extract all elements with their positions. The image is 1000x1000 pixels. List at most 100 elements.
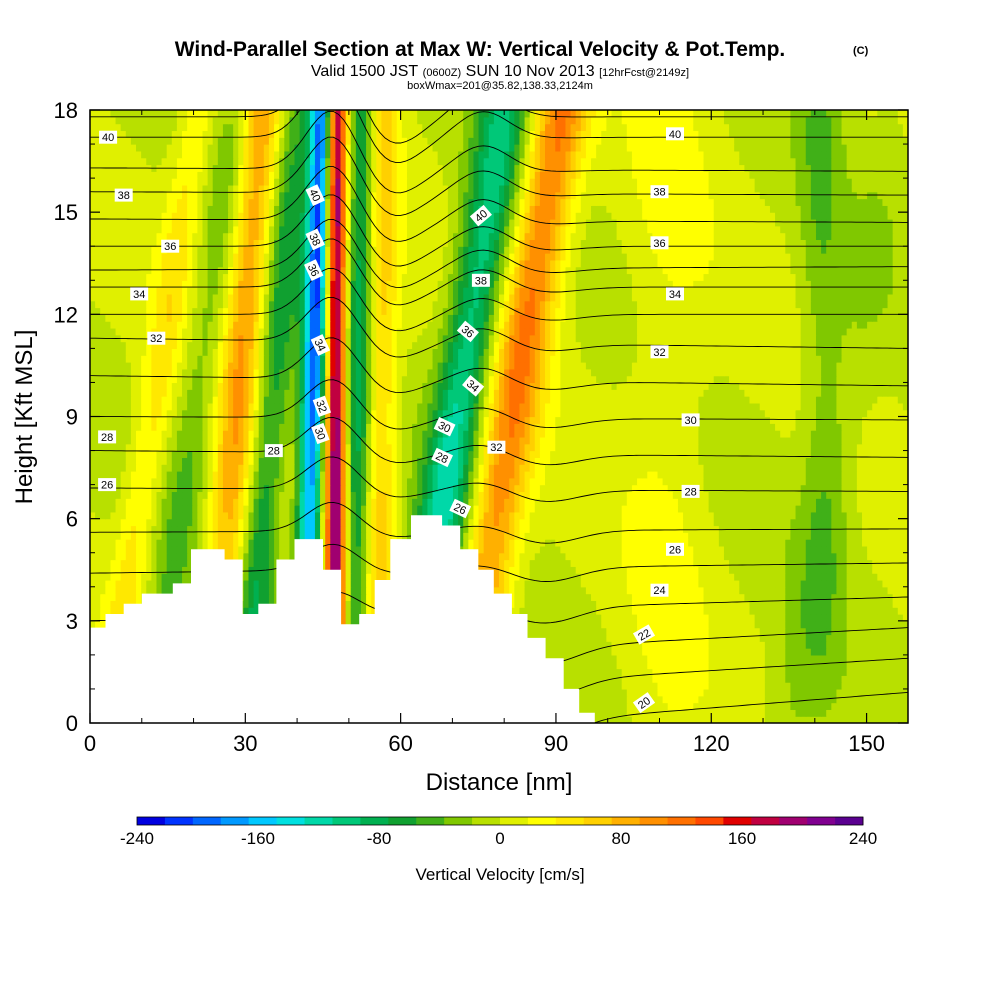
velocity-cell (677, 559, 684, 567)
velocity-cell (810, 566, 817, 574)
velocity-cell (892, 532, 899, 540)
velocity-cell (611, 614, 618, 622)
velocity-cell (810, 688, 817, 697)
velocity-cell (258, 539, 265, 547)
velocity-cell (550, 579, 556, 588)
velocity-cell (238, 525, 244, 533)
velocity-cell (166, 505, 173, 513)
velocity-cell (483, 525, 490, 533)
velocity-cell (739, 593, 745, 601)
velocity-cell (800, 682, 807, 690)
velocity-cell (887, 511, 894, 520)
velocity-cell (810, 716, 817, 723)
velocity-cell (360, 518, 367, 527)
velocity-cell (708, 600, 715, 608)
velocity-cell (841, 716, 848, 723)
velocity-cell (514, 586, 521, 595)
velocity-cell (350, 532, 357, 540)
velocity-cell (851, 668, 858, 676)
velocity-cell (458, 532, 464, 540)
velocity-cell (478, 539, 485, 547)
velocity-cell (550, 566, 556, 574)
velocity-cell (626, 668, 633, 676)
velocity-cell (810, 709, 817, 717)
velocity-cell (652, 702, 659, 710)
velocity-cell (545, 607, 551, 615)
velocity-cell (504, 559, 510, 567)
velocity-cell (780, 668, 786, 676)
velocity-cell (621, 648, 628, 656)
velocity-cell (130, 525, 137, 533)
velocity-cell (110, 511, 117, 520)
velocity-cell (248, 593, 255, 601)
velocity-cell (601, 627, 607, 636)
velocity-cell (759, 532, 766, 540)
velocity-cell (565, 600, 572, 608)
velocity-cell (452, 518, 459, 527)
velocity-cell (642, 552, 648, 561)
velocity-cell (243, 511, 250, 520)
velocity-cell (867, 716, 873, 723)
velocity-cell (100, 518, 106, 527)
velocity-cell (565, 518, 572, 527)
velocity-cell (478, 518, 485, 527)
velocity-cell (596, 634, 602, 642)
velocity-cell (545, 552, 551, 561)
velocity-cell (790, 641, 797, 649)
velocity-cell (800, 695, 807, 704)
velocity-cell (688, 648, 694, 656)
velocity-cell (836, 654, 843, 663)
velocity-cell (534, 627, 541, 636)
velocity-cell (570, 559, 577, 567)
velocity-cell (775, 620, 781, 629)
velocity-cell (749, 586, 756, 595)
velocity-cell (125, 579, 132, 588)
velocity-cell (856, 661, 863, 670)
velocity-cell (197, 525, 204, 533)
velocity-cell (340, 579, 347, 588)
velocity-cell (713, 627, 720, 636)
velocity-cell (693, 614, 699, 622)
velocity-cell (764, 654, 771, 663)
velocity-cell (877, 695, 884, 704)
velocity-cell (115, 539, 122, 547)
velocity-cell (754, 627, 761, 636)
velocity-cell (831, 634, 838, 642)
velocity-cell (775, 716, 781, 723)
velocity-cell (197, 505, 204, 513)
velocity-cell (447, 511, 454, 520)
velocity-cell (846, 709, 853, 717)
velocity-cell (856, 545, 863, 554)
velocity-cell (156, 532, 163, 540)
velocity-cell (222, 552, 229, 561)
velocity-cell (851, 579, 858, 588)
velocity-cell (897, 607, 904, 615)
velocity-cell (125, 525, 132, 533)
velocity-cell (769, 709, 776, 717)
velocity-cell (580, 641, 587, 649)
velocity-cell (780, 688, 786, 697)
velocity-cell (207, 539, 214, 547)
velocity-cell (120, 573, 127, 581)
velocity-cell (611, 573, 618, 581)
velocity-cell (391, 525, 398, 533)
velocity-cell (514, 525, 521, 533)
velocity-cell (856, 682, 863, 690)
velocity-cell (652, 668, 659, 676)
velocity-cell (621, 511, 628, 520)
velocity-cell (851, 552, 858, 561)
velocity-cell (545, 545, 551, 554)
velocity-cell (105, 586, 112, 595)
velocity-cell (647, 675, 653, 683)
velocity-cell (729, 518, 735, 527)
velocity-cell (606, 634, 613, 642)
velocity-cell (856, 627, 863, 636)
velocity-cell (182, 511, 188, 520)
velocity-cell (253, 593, 260, 601)
velocity-cell (877, 702, 884, 710)
velocity-cell (616, 559, 623, 567)
velocity-cell (504, 518, 510, 527)
velocity-cell (790, 709, 797, 717)
velocity-cell (785, 627, 792, 636)
velocity-cell (350, 559, 357, 567)
